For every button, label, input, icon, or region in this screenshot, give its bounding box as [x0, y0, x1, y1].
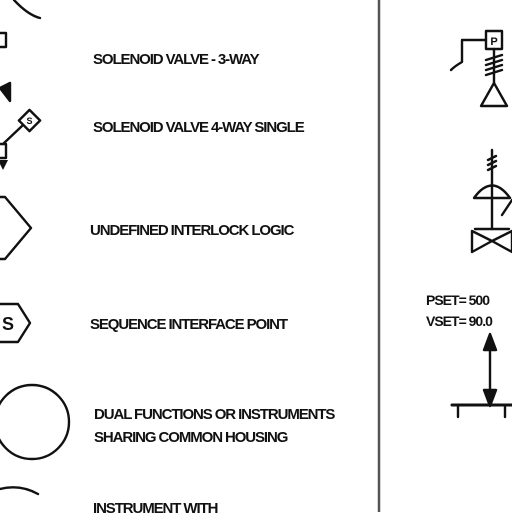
interlock-diamond-symbol: [0, 195, 33, 261]
sequence-hexagon-symbol: S: [0, 302, 32, 344]
legend-label-sequence: SEQUENCE INTERFACE POINT: [90, 316, 288, 333]
legend-label-instrument: INSTRUMENT WITH: [93, 500, 218, 517]
actuator-leader: [449, 38, 488, 72]
diaphragm: [472, 184, 512, 200]
legend-label-interlock: UNDEFINED INTERLOCK LOGIC: [90, 222, 294, 239]
solenoid-4way-letter: S: [26, 116, 32, 126]
actuator-letter: P: [490, 36, 497, 48]
pset-label: PSET= 500: [426, 292, 490, 308]
valve-body: [470, 229, 512, 254]
sequence-letter: S: [2, 314, 14, 334]
solenoid-valve-diagram: P: [449, 29, 509, 108]
relief-valve-diagram: [450, 332, 512, 419]
control-valve-diagram: [470, 148, 512, 254]
solenoid-4way-symbol: S: [0, 81, 42, 170]
legend-label-dual-functions-line1: DUAL FUNCTIONS OR INSTRUMENTS: [94, 406, 335, 423]
circle-symbol: [0, 383, 71, 461]
solenoid-3way-symbol: [0, 31, 8, 49]
legend-label-solenoid-3way: SOLENOID VALVE - 3-WAY: [93, 51, 260, 68]
legend-label-dual-functions-line2: SHARING COMMON HOUSING: [94, 429, 288, 446]
valve-triangle-left-top: [479, 81, 509, 108]
instrument-circle-symbol: [0, 486, 40, 496]
legend-label-solenoid-4way: SOLENOID VALVE 4-WAY SINGLE: [93, 119, 305, 136]
vset-label: VSET= 90.0: [426, 313, 493, 329]
partial-circle-top: [12, 0, 42, 20]
